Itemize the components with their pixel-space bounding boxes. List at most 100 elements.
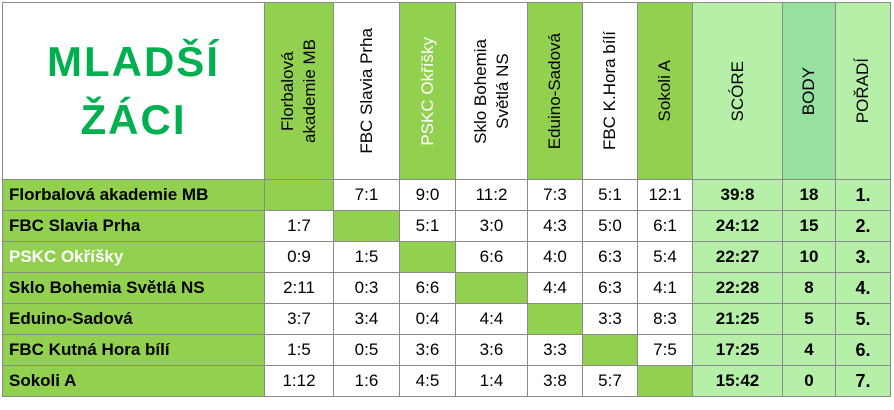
total-score: 15:42 bbox=[692, 365, 783, 397]
total-score: 22:28 bbox=[692, 272, 783, 304]
match-result: 11:2 bbox=[455, 179, 528, 211]
table-row: FBC Slavia Prha 1:7 5:1 3:0 4:3 5:0 6:1 … bbox=[2, 210, 891, 242]
team-name: Florbalová akademie MB bbox=[2, 179, 265, 211]
match-result: 3:6 bbox=[455, 334, 528, 366]
team-name: FBC Slavia Prha bbox=[2, 210, 265, 242]
self-match-cell bbox=[637, 365, 693, 397]
team-name: PSKC Okříšky bbox=[2, 241, 265, 273]
match-result: 4:5 bbox=[399, 365, 456, 397]
match-result: 6:1 bbox=[637, 210, 693, 242]
match-result: 1:5 bbox=[264, 334, 334, 366]
points: 0 bbox=[782, 365, 836, 397]
column-header-kutna-hora: FBC K.Hora bílí bbox=[582, 2, 638, 180]
match-result: 5:7 bbox=[582, 365, 638, 397]
points: 4 bbox=[782, 334, 836, 366]
match-result: 6:6 bbox=[455, 241, 528, 273]
match-result: 0:3 bbox=[333, 272, 400, 304]
column-header-label: Eduino-Sadová bbox=[545, 32, 564, 150]
match-result: 5:1 bbox=[582, 179, 638, 211]
column-header-points: BODY bbox=[782, 2, 836, 180]
match-result: 4:3 bbox=[527, 210, 583, 242]
match-result: 4:4 bbox=[455, 303, 528, 335]
match-result: 0:5 bbox=[333, 334, 400, 366]
column-header-florbalova: Florbalová akademie MB bbox=[264, 2, 334, 180]
team-name: Sklo Bohemia Světlá NS bbox=[2, 272, 265, 304]
match-result: 4:0 bbox=[527, 241, 583, 273]
match-result: 3:8 bbox=[527, 365, 583, 397]
total-score: 21:25 bbox=[692, 303, 783, 335]
team-name: Eduino-Sadová bbox=[2, 303, 265, 335]
self-match-cell bbox=[333, 210, 400, 242]
column-header-rank: POŘADÍ bbox=[835, 2, 891, 180]
column-header-label: Sokoli A bbox=[655, 60, 674, 122]
match-result: 7:5 bbox=[637, 334, 693, 366]
match-result: 2:11 bbox=[264, 272, 334, 304]
team-name: Sokoli A bbox=[2, 365, 265, 397]
rank: 1. bbox=[835, 179, 891, 211]
rank: 3. bbox=[835, 241, 891, 273]
column-header-label: BODY bbox=[799, 66, 818, 116]
match-result: 0:9 bbox=[264, 241, 334, 273]
total-score: 17:25 bbox=[692, 334, 783, 366]
title-line-2: ŽÁCI bbox=[80, 96, 187, 143]
total-score: 39:8 bbox=[692, 179, 783, 211]
match-result: 3:6 bbox=[399, 334, 456, 366]
match-result: 3:4 bbox=[333, 303, 400, 335]
column-header-label: FBC Slavia Prha bbox=[356, 28, 376, 154]
column-header-label: FBC K.Hora bílí bbox=[600, 31, 619, 151]
table-row: Sklo Bohemia Světlá NS 2:11 0:3 6:6 4:4 … bbox=[2, 272, 891, 304]
match-result: 1:7 bbox=[264, 210, 334, 242]
table-row: Sokoli A 1:12 1:6 4:5 1:4 3:8 5:7 15:42 … bbox=[2, 365, 891, 397]
column-header-label: POŘADÍ bbox=[853, 58, 872, 124]
match-result: 12:1 bbox=[637, 179, 693, 211]
column-header-label: Florbalová akademie MB bbox=[278, 39, 319, 143]
table-row: PSKC Okříšky 0:9 1:5 6:6 4:0 6:3 5:4 22:… bbox=[2, 241, 891, 273]
rank: 4. bbox=[835, 272, 891, 304]
column-header-label: PSKC Okříšky bbox=[417, 36, 437, 146]
self-match-cell bbox=[264, 179, 334, 211]
team-name: FBC Kutná Hora bílí bbox=[2, 334, 265, 366]
match-result: 9:0 bbox=[399, 179, 456, 211]
rank: 7. bbox=[835, 365, 891, 397]
column-header-slavia: FBC Slavia Prha bbox=[333, 2, 400, 180]
title-line-1: MLADŠÍ bbox=[47, 38, 220, 85]
match-result: 8:3 bbox=[637, 303, 693, 335]
table-row: Eduino-Sadová 3:7 3:4 0:4 4:4 3:3 8:3 21… bbox=[2, 303, 891, 335]
self-match-cell bbox=[399, 241, 456, 273]
match-result: 1:5 bbox=[333, 241, 400, 273]
header-row: MLADŠÍ ŽÁCI Florbalová akademie MB FBC S… bbox=[2, 2, 891, 180]
match-result: 1:4 bbox=[455, 365, 528, 397]
points: 10 bbox=[782, 241, 836, 273]
column-header-label: SCÓRE bbox=[727, 60, 747, 122]
rank: 2. bbox=[835, 210, 891, 242]
column-header-sokoli: Sokoli A bbox=[637, 2, 693, 180]
match-result: 4:1 bbox=[637, 272, 693, 304]
column-header-eduino: Eduino-Sadová bbox=[527, 2, 583, 180]
points: 18 bbox=[782, 179, 836, 211]
column-header-score: SCÓRE bbox=[692, 2, 783, 180]
page-title: MLADŠÍ ŽÁCI bbox=[2, 2, 265, 180]
match-result: 5:1 bbox=[399, 210, 456, 242]
rank: 6. bbox=[835, 334, 891, 366]
match-result: 3:3 bbox=[527, 334, 583, 366]
rank: 5. bbox=[835, 303, 891, 335]
column-header-okrisky: PSKC Okříšky bbox=[399, 2, 456, 180]
match-result: 6:3 bbox=[582, 272, 638, 304]
standings-table: MLADŠÍ ŽÁCI Florbalová akademie MB FBC S… bbox=[2, 2, 891, 397]
self-match-cell bbox=[582, 334, 638, 366]
match-result: 6:3 bbox=[582, 241, 638, 273]
match-result: 7:3 bbox=[527, 179, 583, 211]
match-result: 7:1 bbox=[333, 179, 400, 211]
table-row: FBC Kutná Hora bílí 1:5 0:5 3:6 3:6 3:3 … bbox=[2, 334, 891, 366]
match-result: 0:4 bbox=[399, 303, 456, 335]
table-row: Florbalová akademie MB 7:1 9:0 11:2 7:3 … bbox=[2, 179, 891, 211]
match-result: 3:7 bbox=[264, 303, 334, 335]
self-match-cell bbox=[455, 272, 528, 304]
points: 8 bbox=[782, 272, 836, 304]
match-result: 5:0 bbox=[582, 210, 638, 242]
match-result: 5:4 bbox=[637, 241, 693, 273]
self-match-cell bbox=[527, 303, 583, 335]
total-score: 22:27 bbox=[692, 241, 783, 273]
match-result: 6:6 bbox=[399, 272, 456, 304]
column-header-label: Sklo Bohemia Světlá NS bbox=[470, 38, 512, 144]
